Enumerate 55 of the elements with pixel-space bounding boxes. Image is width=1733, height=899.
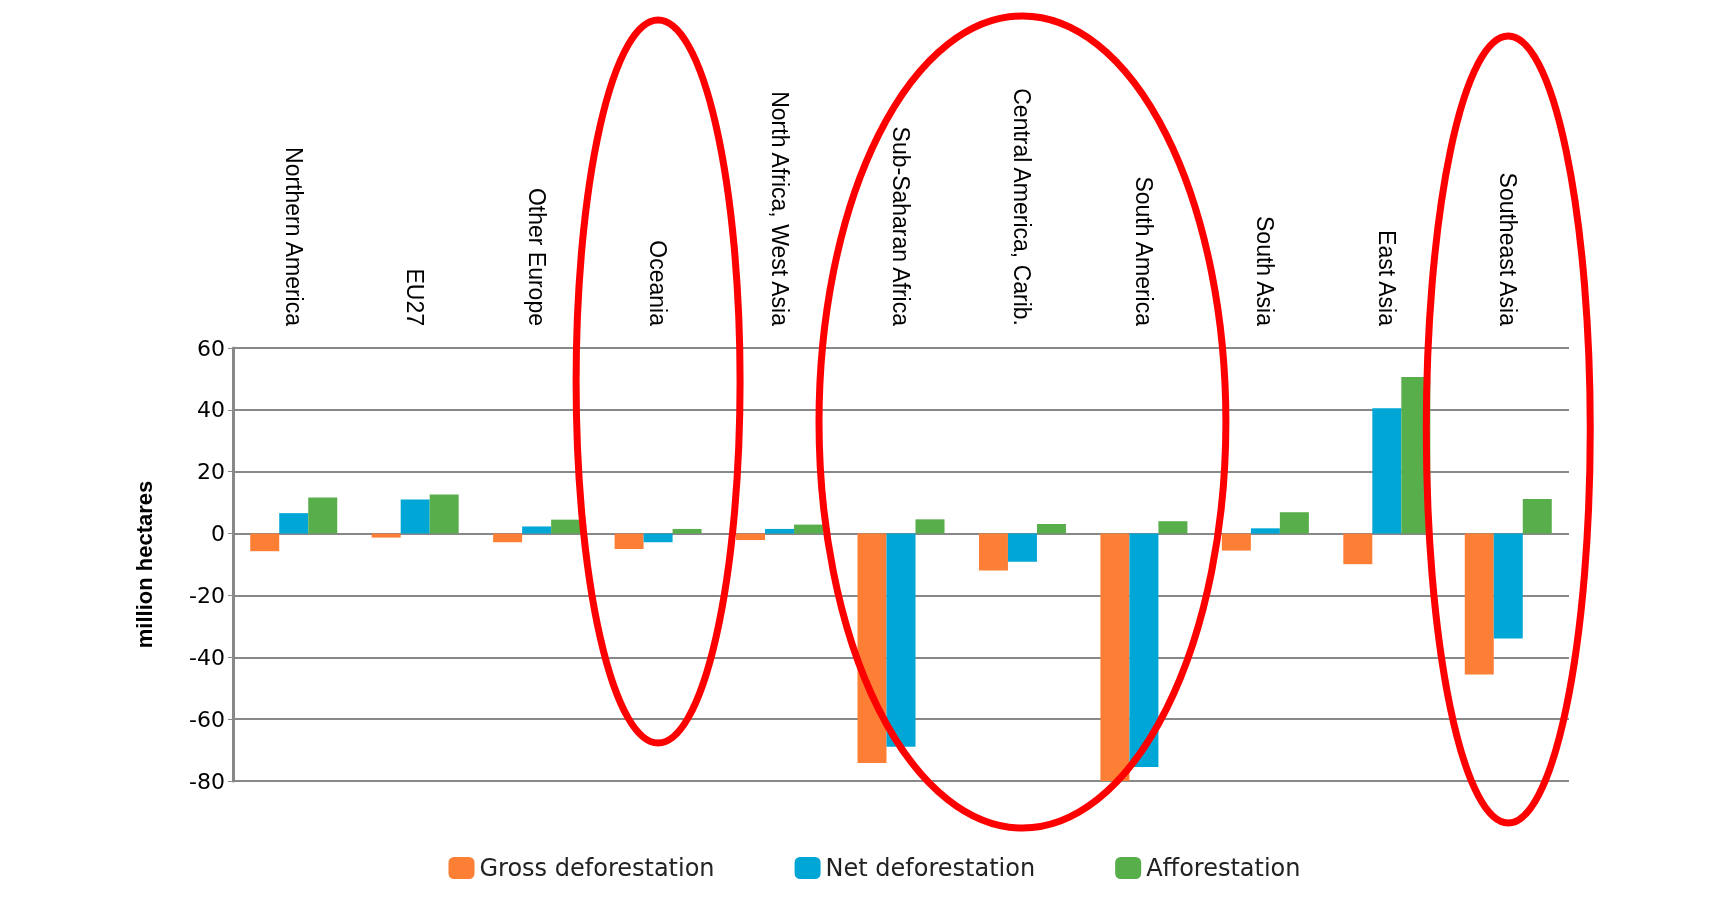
y-tick-label: -80 xyxy=(189,768,225,794)
bar xyxy=(551,519,581,534)
bar xyxy=(250,533,280,552)
bar xyxy=(1036,523,1066,534)
y-tick-label: 0 xyxy=(211,521,225,547)
x-tick-label: East Asia xyxy=(1373,230,1400,327)
x-tick-label: Southeast Asia xyxy=(1495,172,1522,327)
bar xyxy=(1007,533,1037,562)
bar xyxy=(279,513,309,534)
bar xyxy=(371,533,401,538)
bar xyxy=(1343,533,1373,565)
y-axis-title: million hectares xyxy=(131,480,157,649)
y-tick-label: -20 xyxy=(189,582,225,608)
bar xyxy=(1250,528,1280,534)
y-tick-label: 40 xyxy=(197,397,225,423)
x-tick-label: South Asia xyxy=(1252,216,1279,327)
bar xyxy=(643,533,673,543)
bar xyxy=(1464,533,1494,675)
x-tick-label: EU27 xyxy=(402,268,429,326)
y-tick-label: -60 xyxy=(189,706,225,732)
legend-label: Afforestation xyxy=(1146,854,1301,882)
y-tick-label: 60 xyxy=(197,335,225,361)
bar xyxy=(978,533,1008,571)
bar xyxy=(672,528,702,534)
x-tick-label: North Africa, West Asia xyxy=(766,91,793,327)
bar xyxy=(794,524,824,534)
bar xyxy=(1221,533,1251,551)
y-tick-label: -40 xyxy=(189,644,225,670)
x-tick-label: Other Europe xyxy=(523,187,550,326)
x-tick-label: Oceania xyxy=(645,240,672,327)
bar xyxy=(1158,521,1188,534)
bar xyxy=(1493,533,1523,639)
x-tick-label: Sub-Saharan Africa xyxy=(888,126,914,327)
bar xyxy=(765,528,795,534)
bar xyxy=(1100,533,1130,781)
bar xyxy=(886,533,916,747)
x-tick-label: South America xyxy=(1130,176,1157,327)
bar xyxy=(614,533,644,550)
legend-label: Gross deforestation xyxy=(479,854,715,882)
bar xyxy=(1522,498,1552,534)
bar xyxy=(1372,408,1402,534)
bar xyxy=(308,497,338,534)
bar xyxy=(493,533,523,543)
x-tick-label: Central America, Carib. xyxy=(1009,88,1036,326)
bar xyxy=(1279,512,1309,534)
bar xyxy=(1129,533,1159,768)
bar xyxy=(429,494,459,534)
legend-label: Net deforestation xyxy=(825,854,1036,882)
bar xyxy=(915,519,945,534)
bar xyxy=(400,499,430,534)
bar xyxy=(857,533,887,764)
y-tick-label: 20 xyxy=(197,459,225,485)
bar xyxy=(522,526,552,534)
x-tick-label: Northern America xyxy=(280,147,307,327)
bar xyxy=(736,533,766,541)
